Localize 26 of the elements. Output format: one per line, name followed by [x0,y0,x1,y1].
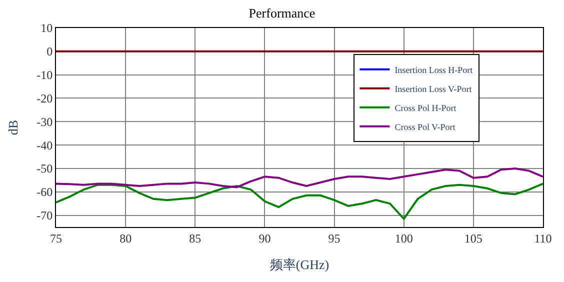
x-tick-label: 105 [464,231,482,246]
y-tick-label: -50 [36,162,53,176]
x-axis-title: 频率(GHz) [270,257,330,272]
y-tick-label: -30 [36,114,53,129]
line-series [56,182,543,220]
legend-label: Insertion Loss V-Port [394,84,472,94]
legend-label: Cross Pol V-Port [394,122,456,132]
x-tick-label: 110 [534,231,552,246]
y-tick-label: -20 [36,91,53,106]
x-tick-label: 80 [120,231,132,246]
x-tick-label: 90 [258,231,271,246]
y-tick-label: 0 [46,44,53,59]
x-tick-label: 95 [328,231,340,246]
y-tick-label: -40 [36,138,53,152]
y-tick-label: 10 [40,21,53,36]
y-axis-title: dB [6,120,21,136]
chart-title: Performance [248,6,316,21]
x-tick-label: 85 [189,231,202,246]
x-tick-label: 75 [50,231,62,246]
y-tick-label: -10 [36,68,53,82]
legend-label: Insertion Loss H-Port [394,64,474,75]
x-tick-label: 100 [394,231,413,246]
y-tick-label: -70 [36,208,53,222]
line-series [56,167,543,188]
y-tick-label: -60 [36,185,53,200]
legend-label: Cross Pol H-Port [394,102,457,113]
